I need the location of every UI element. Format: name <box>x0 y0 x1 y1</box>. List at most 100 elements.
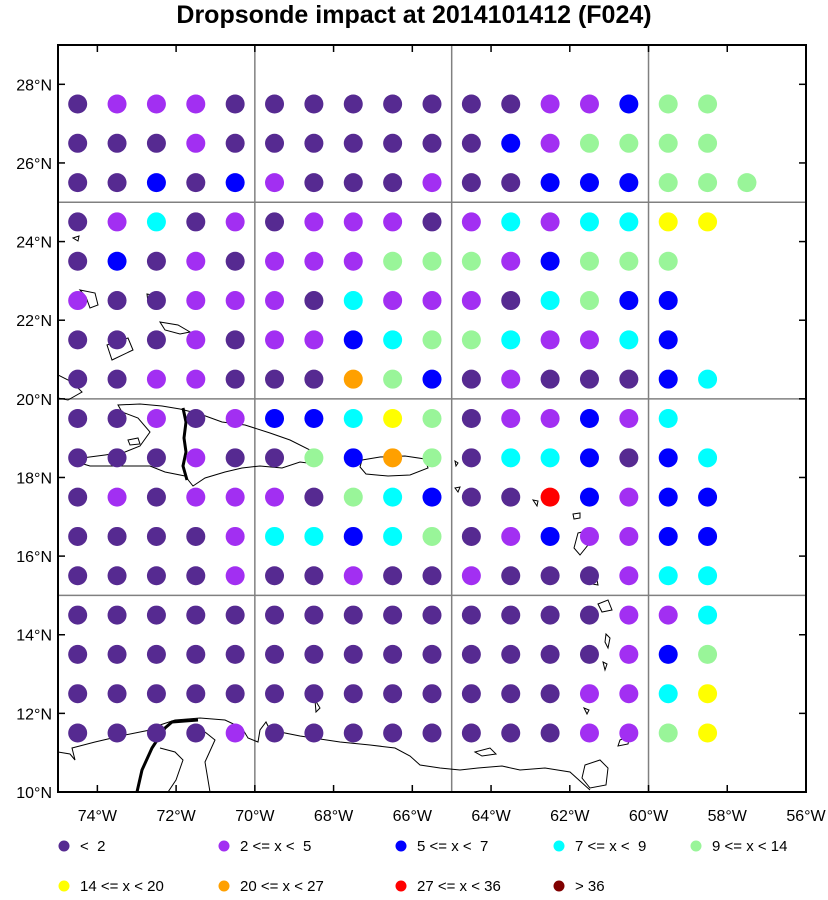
impact-point <box>422 212 442 232</box>
impact-point <box>343 526 363 546</box>
impact-point <box>107 94 127 114</box>
impact-point <box>461 644 481 664</box>
plot-frame <box>57 44 807 793</box>
impact-point <box>540 369 560 389</box>
impact-point <box>265 566 285 586</box>
impact-point <box>146 487 166 507</box>
impact-point <box>265 291 285 311</box>
impact-point <box>186 684 206 704</box>
x-tick-label: 64°W <box>471 808 511 825</box>
impact-point <box>501 173 521 193</box>
impact-point <box>343 330 363 350</box>
impact-point <box>304 487 324 507</box>
impact-point <box>146 644 166 664</box>
impact-point <box>461 487 481 507</box>
legend: < 2 2 <= x < 5 5 <= x < 7 7 <= x < 9 9 <= x … <box>58 838 787 895</box>
impact-point <box>304 409 324 428</box>
impact-point <box>698 605 718 625</box>
impact-point <box>186 644 206 664</box>
legend-label: > 36 <box>575 878 605 895</box>
impact-point <box>501 133 521 153</box>
impact-point <box>186 723 206 743</box>
impact-point <box>304 251 324 271</box>
impact-point <box>146 448 166 468</box>
impact-point <box>146 369 166 389</box>
impact-point <box>461 723 481 743</box>
impact-point <box>658 212 678 232</box>
impact-point <box>343 409 363 428</box>
impact-point <box>383 173 403 193</box>
impact-point <box>658 409 678 428</box>
impact-point <box>383 487 403 507</box>
impact-point <box>146 133 166 153</box>
impact-point <box>383 566 403 586</box>
impact-point <box>146 173 166 193</box>
impact-point <box>343 369 363 389</box>
impact-point <box>579 212 599 232</box>
y-tick-label: 16°N <box>16 549 52 566</box>
x-tick-label: 68°W <box>314 808 354 825</box>
coastlines <box>58 235 631 792</box>
x-tick-label: 60°W <box>629 808 669 825</box>
impact-point <box>422 684 442 704</box>
impact-point <box>698 644 718 664</box>
impact-point <box>619 173 639 193</box>
impact-point <box>461 251 481 271</box>
impact-point <box>383 330 403 350</box>
impact-point <box>146 212 166 232</box>
impact-point <box>68 684 88 704</box>
impact-point <box>186 487 206 507</box>
impact-point <box>540 330 560 350</box>
impact-point <box>461 291 481 311</box>
x-tick-label: 66°W <box>393 808 433 825</box>
impact-point <box>68 291 88 311</box>
impact-point <box>579 94 599 114</box>
impact-point <box>698 173 718 193</box>
legend-label: 2 <= x < 5 <box>240 838 311 855</box>
impact-point <box>146 566 166 586</box>
impact-point <box>107 369 127 389</box>
impact-point <box>225 133 245 153</box>
impact-point <box>579 487 599 507</box>
impact-point <box>461 173 481 193</box>
impact-point <box>501 566 521 586</box>
impact-point <box>501 723 521 743</box>
axis-ticks: 74°W 72°W 70°W 68°W 66°W 64°W 62°W 60°W 58°W 56°W… <box>16 45 827 825</box>
impact-point <box>107 566 127 586</box>
impact-point <box>186 605 206 625</box>
y-tick-label: 28°N <box>16 77 52 94</box>
impact-point <box>698 487 718 507</box>
impact-point <box>619 251 639 271</box>
legend-label: 5 <= x < 7 <box>417 838 488 855</box>
impact-point <box>68 723 88 743</box>
impact-point <box>461 330 481 350</box>
impact-point <box>619 644 639 664</box>
impact-point <box>225 487 245 507</box>
y-tick-label: 24°N <box>16 235 52 252</box>
impact-point <box>265 173 285 193</box>
impact-point <box>343 684 363 704</box>
impact-point <box>343 94 363 114</box>
impact-point <box>343 291 363 311</box>
impact-point <box>146 684 166 704</box>
impact-point <box>619 330 639 350</box>
impact-point <box>225 369 245 389</box>
legend-swatch <box>58 880 70 892</box>
impact-point <box>461 409 481 428</box>
impact-point <box>304 644 324 664</box>
x-tick-label: 62°W <box>550 808 590 825</box>
impact-point <box>422 605 442 625</box>
impact-point <box>619 94 639 114</box>
impact-point <box>186 369 206 389</box>
impact-point <box>186 566 206 586</box>
impact-point <box>698 369 718 389</box>
legend-swatch <box>395 840 407 852</box>
y-tick-label: 18°N <box>16 470 52 487</box>
impact-point <box>343 566 363 586</box>
impact-point <box>698 723 718 743</box>
impact-point <box>68 251 88 271</box>
impact-point <box>461 94 481 114</box>
impact-point <box>698 566 718 586</box>
impact-point <box>698 133 718 153</box>
impact-point <box>343 605 363 625</box>
